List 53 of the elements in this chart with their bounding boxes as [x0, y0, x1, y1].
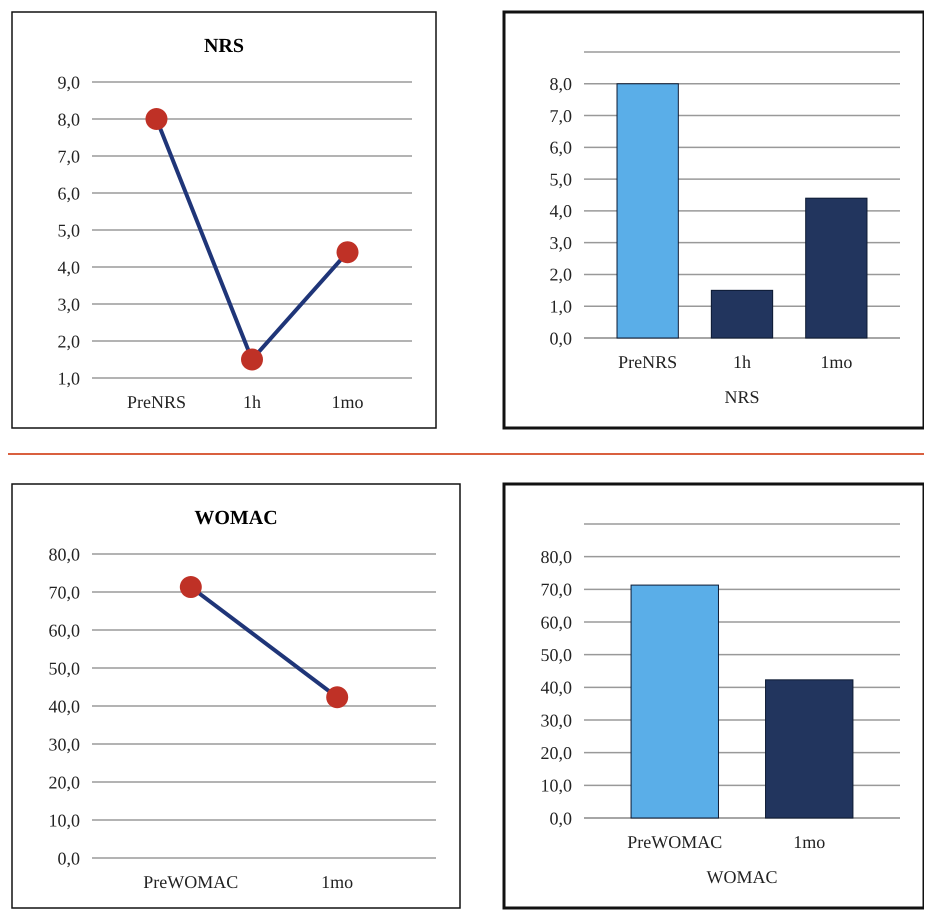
y-tick-label: 8,0	[58, 109, 80, 130]
y-tick-label: 4,0	[58, 257, 80, 278]
x-tick-label: 1h	[243, 392, 261, 412]
y-tick-label: 20,0	[540, 742, 572, 763]
chart-title: NRS	[204, 35, 244, 57]
y-tick-label: 80,0	[48, 544, 80, 564]
x-tick-label: PreWOMAC	[627, 832, 722, 852]
y-tick-label: 7,0	[550, 106, 572, 126]
y-tick-label: 6,0	[550, 138, 572, 158]
y-tick-label: 60,0	[48, 620, 80, 640]
bar	[616, 83, 679, 338]
y-tick-label: 3,0	[58, 294, 80, 314]
y-tick-label: 1,0	[550, 296, 572, 317]
y-tick-label: 7,0	[58, 146, 80, 166]
y-tick-label: 30,0	[48, 734, 80, 754]
chart-title: WOMAC	[194, 507, 278, 529]
y-tick-label: 0,0	[550, 808, 572, 828]
bar	[805, 198, 868, 338]
x-axis-title: NRS	[724, 387, 760, 407]
y-tick-label: 0,0	[550, 328, 572, 348]
y-tick-label: 10,0	[48, 810, 80, 830]
y-tick-label: 5,0	[550, 169, 572, 190]
y-tick-label: 2,0	[550, 264, 572, 285]
y-tick-label: 20,0	[48, 772, 80, 792]
x-axis-title: WOMAC	[706, 867, 778, 887]
y-tick-label: 9,0	[58, 72, 80, 92]
y-tick-label: 4,0	[550, 201, 572, 222]
y-tick-label: 40,0	[540, 678, 572, 698]
x-tick-label: PreNRS	[618, 352, 678, 372]
y-tick-label: 8,0	[550, 74, 572, 94]
y-tick-label: 60,0	[540, 612, 572, 632]
x-tick-label: 1h	[733, 352, 751, 372]
y-tick-label: 1,0	[58, 368, 80, 388]
y-tick-label: 0,0	[58, 848, 80, 868]
x-tick-label: PreNRS	[126, 392, 186, 412]
y-tick-label: 70,0	[540, 580, 572, 600]
x-tick-label: 1mo	[820, 352, 852, 372]
y-tick-label: 30,0	[540, 710, 572, 730]
y-tick-label: 2,0	[58, 331, 80, 352]
y-tick-label: 40,0	[48, 696, 80, 716]
y-tick-label: 50,0	[48, 658, 80, 678]
y-tick-label: 80,0	[540, 546, 572, 567]
y-tick-label: 50,0	[540, 644, 572, 665]
x-tick-label: PreWOMAC	[143, 872, 238, 892]
y-tick-label: 10,0	[540, 776, 572, 796]
y-tick-label: 3,0	[550, 232, 572, 253]
x-tick-label: 1mo	[332, 392, 364, 412]
x-tick-label: 1mo	[793, 832, 826, 852]
bar	[710, 290, 774, 338]
x-tick-label: 1mo	[321, 872, 354, 892]
y-tick-label: 6,0	[58, 183, 80, 204]
y-tick-label: 70,0	[48, 582, 80, 602]
y-tick-label: 5,0	[58, 220, 80, 240]
